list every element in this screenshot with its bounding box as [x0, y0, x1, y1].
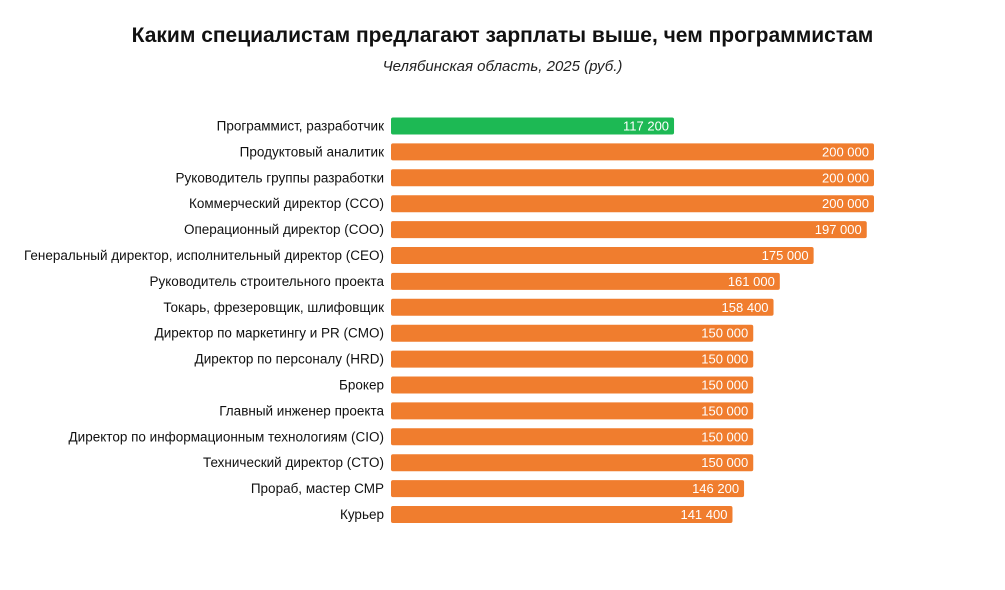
bar [391, 195, 874, 213]
category-label: Прораб, мастер СМР [251, 481, 384, 496]
value-label: 141 400 [680, 507, 727, 522]
category-label: Курьер [340, 507, 384, 522]
bar [391, 480, 745, 498]
category-label: Продуктовый аналитик [240, 144, 384, 159]
category-label: Программист, разработчик [217, 119, 384, 134]
value-label: 150 000 [701, 429, 748, 444]
category-label: Главный инженер проекта [219, 403, 384, 418]
bar [391, 454, 754, 472]
value-label: 158 400 [722, 300, 769, 315]
bar [391, 117, 675, 135]
category-label: Брокер [339, 378, 384, 393]
bar [391, 169, 874, 187]
bar [391, 143, 874, 161]
value-label: 150 000 [701, 403, 748, 418]
value-label: 117 200 [623, 119, 669, 134]
category-label: Генеральный директор, исполнительный дир… [24, 248, 384, 263]
category-label: Коммерческий директор (CCO) [189, 196, 384, 211]
bar [391, 272, 780, 290]
value-label: 175 000 [762, 248, 809, 263]
bar [391, 324, 754, 342]
bar [391, 247, 814, 264]
chart-title: Каким специалистам предлагают зарплаты в… [131, 24, 874, 47]
value-label: 150 000 [701, 352, 748, 367]
category-label: Директор по персоналу (HRD) [195, 352, 384, 367]
value-label: 150 000 [701, 326, 748, 341]
value-label: 200 000 [822, 170, 869, 185]
category-label: Директор по маркетингу и PR (CMO) [155, 326, 384, 341]
category-label: Операционный директор (COO) [184, 222, 384, 237]
bar [391, 298, 774, 316]
bar [391, 350, 754, 368]
bar [391, 506, 733, 523]
category-label: Руководитель строительного проекта [150, 274, 385, 289]
value-label: 200 000 [822, 144, 869, 159]
category-label: Руководитель группы разработки [176, 170, 384, 185]
bar [391, 402, 754, 420]
value-label: 146 200 [692, 481, 739, 496]
bar [391, 428, 754, 446]
category-label: Директор по информационным технологиям (… [69, 429, 384, 444]
category-label: Технический директор (CTO) [203, 455, 384, 470]
value-label: 150 000 [701, 455, 748, 470]
category-label: Токарь, фрезеровщик, шлифовщик [163, 300, 384, 315]
chart-subtitle: Челябинская область, 2025 (руб.) [382, 58, 623, 75]
value-label: 150 000 [701, 378, 748, 393]
value-label: 200 000 [822, 196, 869, 211]
value-label: 197 000 [815, 222, 862, 237]
bar [391, 221, 867, 239]
bar [391, 376, 754, 394]
value-label: 161 000 [728, 274, 775, 289]
